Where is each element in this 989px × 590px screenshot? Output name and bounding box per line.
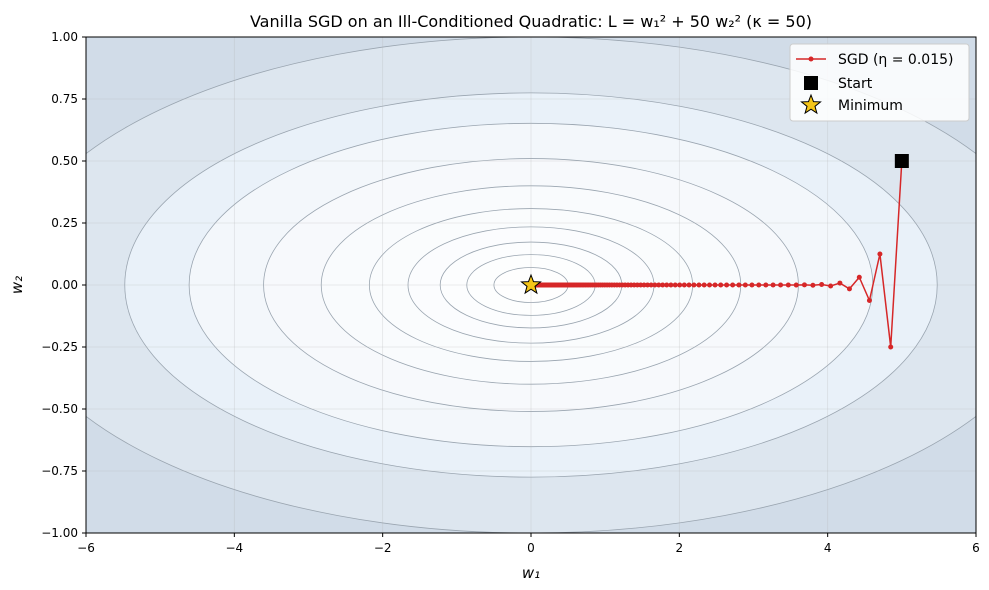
sgd-point-29 [681,282,687,288]
sgd-point-27 [691,282,697,288]
x-tick-label-1: −4 [225,541,243,555]
sgd-point-10 [801,282,807,288]
y-tick-label-5: 0.25 [51,216,78,230]
sgd-point-8 [819,282,825,288]
sgd-point-13 [778,282,784,288]
sgd-point-7 [828,283,834,289]
legend-box [789,43,970,122]
y-tick-label-7: 0.75 [51,92,78,106]
y-ticks: −1.00 −0.75 −0.50 −0.25 0.00 0.25 0.50 0.75 1.00 [41,30,86,540]
y-tick-label-2: −0.50 [41,402,78,416]
sgd-point-28 [686,282,692,288]
sgd-point-16 [756,282,762,288]
legend-label-start: Start [838,76,873,92]
sgd-point-15 [763,282,769,288]
minimum-marker [520,273,542,295]
legend-dot-sgd [808,56,814,62]
sgd-point-1 [888,344,894,350]
sgd-point-37 [648,282,654,288]
y-axis-label: w₂ [8,276,26,294]
y-tick-label-3: −0.25 [41,340,78,354]
sgd-point-2 [877,251,883,257]
legend-marker-start [804,76,818,90]
sgd-point-35 [656,282,662,288]
sgd-point-33 [664,282,670,288]
y-tick-label-8: 1.00 [51,30,78,44]
y-tick-label-4: 0.00 [51,278,78,292]
sgd-point-19 [736,282,742,288]
legend-label-minimum: Minimum [838,98,903,114]
sgd-point-4 [856,274,862,280]
x-axis-label: w₁ [522,564,540,582]
sgd-point-30 [677,282,683,288]
sgd-point-25 [701,282,707,288]
sgd-point-11 [793,282,799,288]
sgd-point-34 [660,282,666,288]
legend: SGD (η = 0.015) Start Minimum [789,43,970,122]
x-tick-label-6: 6 [972,541,980,555]
sgd-point-32 [668,282,674,288]
sgd-point-26 [696,282,702,288]
sgd-point-24 [707,282,713,288]
y-tick-label-1: −0.75 [41,464,78,478]
sgd-point-23 [712,282,718,288]
sgd-point-31 [672,282,678,288]
x-ticks: −6 −4 −2 0 2 4 6 [77,533,980,555]
sgd-point-14 [770,282,776,288]
x-tick-label-0: −6 [77,541,95,555]
x-tick-label-4: 2 [676,541,684,555]
marker-layer [520,154,909,295]
start-marker [894,154,909,168]
x-tick-label-2: −2 [374,541,392,555]
sgd-point-36 [652,282,658,288]
sgd-point-12 [785,282,791,288]
sgd-point-9 [810,282,816,288]
sgd-point-3 [866,298,872,303]
sgd-point-18 [742,282,748,288]
sgd-point-5 [846,286,852,292]
sgd-point-20 [730,282,736,288]
chart-title: Vanilla SGD on an Ill-Conditioned Quadra… [250,12,812,31]
sgd-point-22 [718,282,724,288]
sgd-point-38 [645,282,651,288]
y-tick-label-6: 0.50 [51,154,78,168]
legend-marker-minimum [800,93,822,115]
legend-label-sgd: SGD (η = 0.015) [838,52,953,68]
sgd-point-6 [837,280,843,286]
x-tick-label-5: 4 [824,541,832,555]
sgd-point-17 [749,282,755,288]
sgd-point-21 [724,282,730,288]
y-tick-label-0: −1.00 [41,526,78,540]
x-tick-label-3: 0 [527,541,535,555]
